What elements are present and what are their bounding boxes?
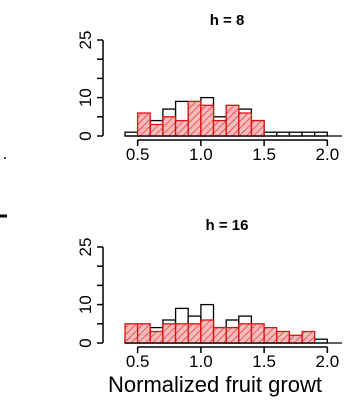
x-tick-label: 0.5 — [126, 352, 150, 371]
hatched-bar — [212, 119, 227, 137]
hatched-bar — [212, 326, 227, 344]
y-tick-label: 25 — [76, 238, 95, 257]
histogram-panel-h16: h = 16 0.5 1.0 1.5 2.0 0 10 25 — [76, 217, 342, 371]
y-tick-label: 10 — [76, 88, 95, 107]
hatched-bar — [225, 104, 240, 137]
hatched-bar — [238, 112, 253, 137]
x-tick-label: 1.5 — [252, 145, 276, 164]
x-tick-label: 2.0 — [316, 352, 340, 371]
hatched-bar — [136, 323, 151, 344]
hatched-bar — [301, 330, 316, 344]
hatched-bar — [149, 123, 164, 137]
hatched-bar — [174, 323, 189, 344]
x-tick-label: 1.0 — [189, 352, 213, 371]
hatched-bar — [200, 319, 215, 344]
panel-title: h = 16 — [206, 217, 249, 234]
panel-title: h = 8 — [210, 12, 245, 29]
hatched-bar — [276, 330, 291, 344]
y-tick-label: 10 — [76, 295, 95, 314]
hatched-bar — [162, 116, 177, 137]
hatched-bar — [288, 334, 303, 344]
hatched-bar — [238, 323, 253, 344]
y-tick-label: 0 — [76, 131, 95, 140]
hatched-bar — [187, 323, 202, 344]
x-tick-label: 1.0 — [189, 145, 213, 164]
hatched-bar — [225, 326, 240, 344]
hatched-bar — [187, 100, 202, 137]
hatched-bar — [250, 323, 265, 344]
hatched-bar — [263, 326, 278, 344]
hatched-bar — [124, 323, 139, 344]
hatched-bar — [174, 119, 189, 137]
y-tick-label: 0 — [76, 338, 95, 347]
x-tick-label: 0.5 — [126, 145, 150, 164]
histogram-panel-h8: h = 8 0.5 1.0 1.5 2.0 0 10 25 — [76, 12, 342, 164]
hatched-bar — [250, 119, 265, 137]
hatched-bar — [136, 112, 151, 137]
hatched-bar — [149, 330, 164, 344]
x-tick-label: 2.0 — [316, 145, 340, 164]
x-tick-label: 1.5 — [252, 352, 276, 371]
hatched-bar — [162, 323, 177, 344]
y-tick-label: 25 — [76, 31, 95, 50]
hatched-bar — [200, 104, 215, 137]
x-axis-label: Normalized fruit growt — [108, 372, 322, 397]
